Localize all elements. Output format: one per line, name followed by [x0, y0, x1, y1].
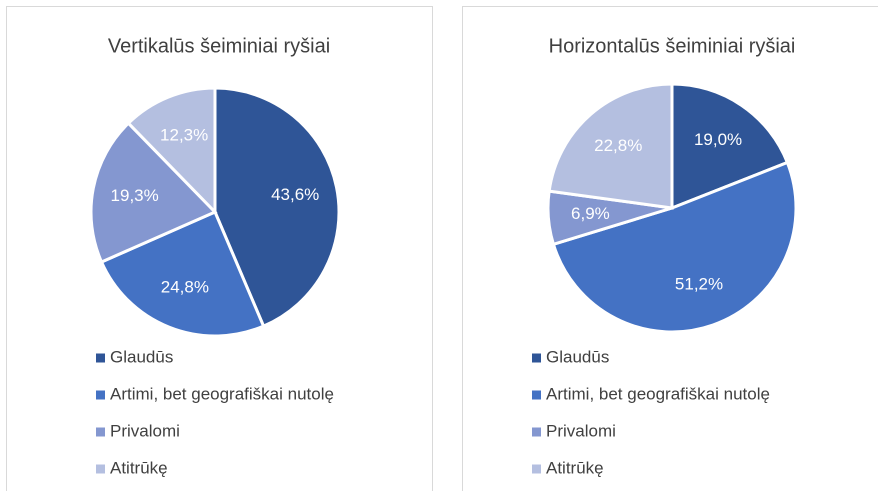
legend-swatch: [532, 353, 541, 363]
pie-slice: [551, 160, 798, 334]
legend-swatch: [96, 353, 105, 363]
legend-swatch: [532, 427, 541, 437]
pie-slice: [670, 82, 790, 211]
pie-slice: [547, 82, 674, 210]
pie-slice: [89, 121, 218, 264]
pie-slice: [99, 210, 266, 338]
data-label: 19,0%: [694, 130, 742, 149]
data-label: 6,9%: [571, 204, 610, 223]
legend-label: Privalomi: [546, 421, 616, 440]
legend-label: Glaudūs: [546, 347, 609, 366]
legend-label: Atitrūkę: [110, 458, 168, 477]
data-label: 24,8%: [161, 278, 209, 297]
legend-label: Artimi, bet geografiškai nutolę: [110, 384, 334, 403]
legend-swatch: [532, 464, 541, 474]
legend-label: Glaudūs: [110, 347, 173, 366]
pie-slice: [126, 86, 217, 216]
data-label: 22,8%: [594, 136, 642, 155]
legend-swatch: [96, 390, 105, 400]
data-label: 12,3%: [160, 126, 208, 145]
data-label: 43,6%: [271, 185, 319, 204]
legend-label: Privalomi: [110, 421, 180, 440]
legend-swatch: [96, 427, 105, 437]
pie-slice: [213, 86, 341, 329]
chart-title: Horizontalūs šeiminiai ryšiai: [549, 35, 796, 57]
legend-swatch: [532, 390, 541, 400]
data-label: 51,2%: [675, 275, 723, 294]
data-label: 19,3%: [111, 186, 159, 205]
legend-label: Artimi, bet geografiškai nutolę: [546, 384, 770, 403]
chart-title: Vertikalūs šeiminiai ryšiai: [108, 35, 330, 57]
legend-swatch: [96, 464, 105, 474]
legend-label: Atitrūkę: [546, 458, 604, 477]
